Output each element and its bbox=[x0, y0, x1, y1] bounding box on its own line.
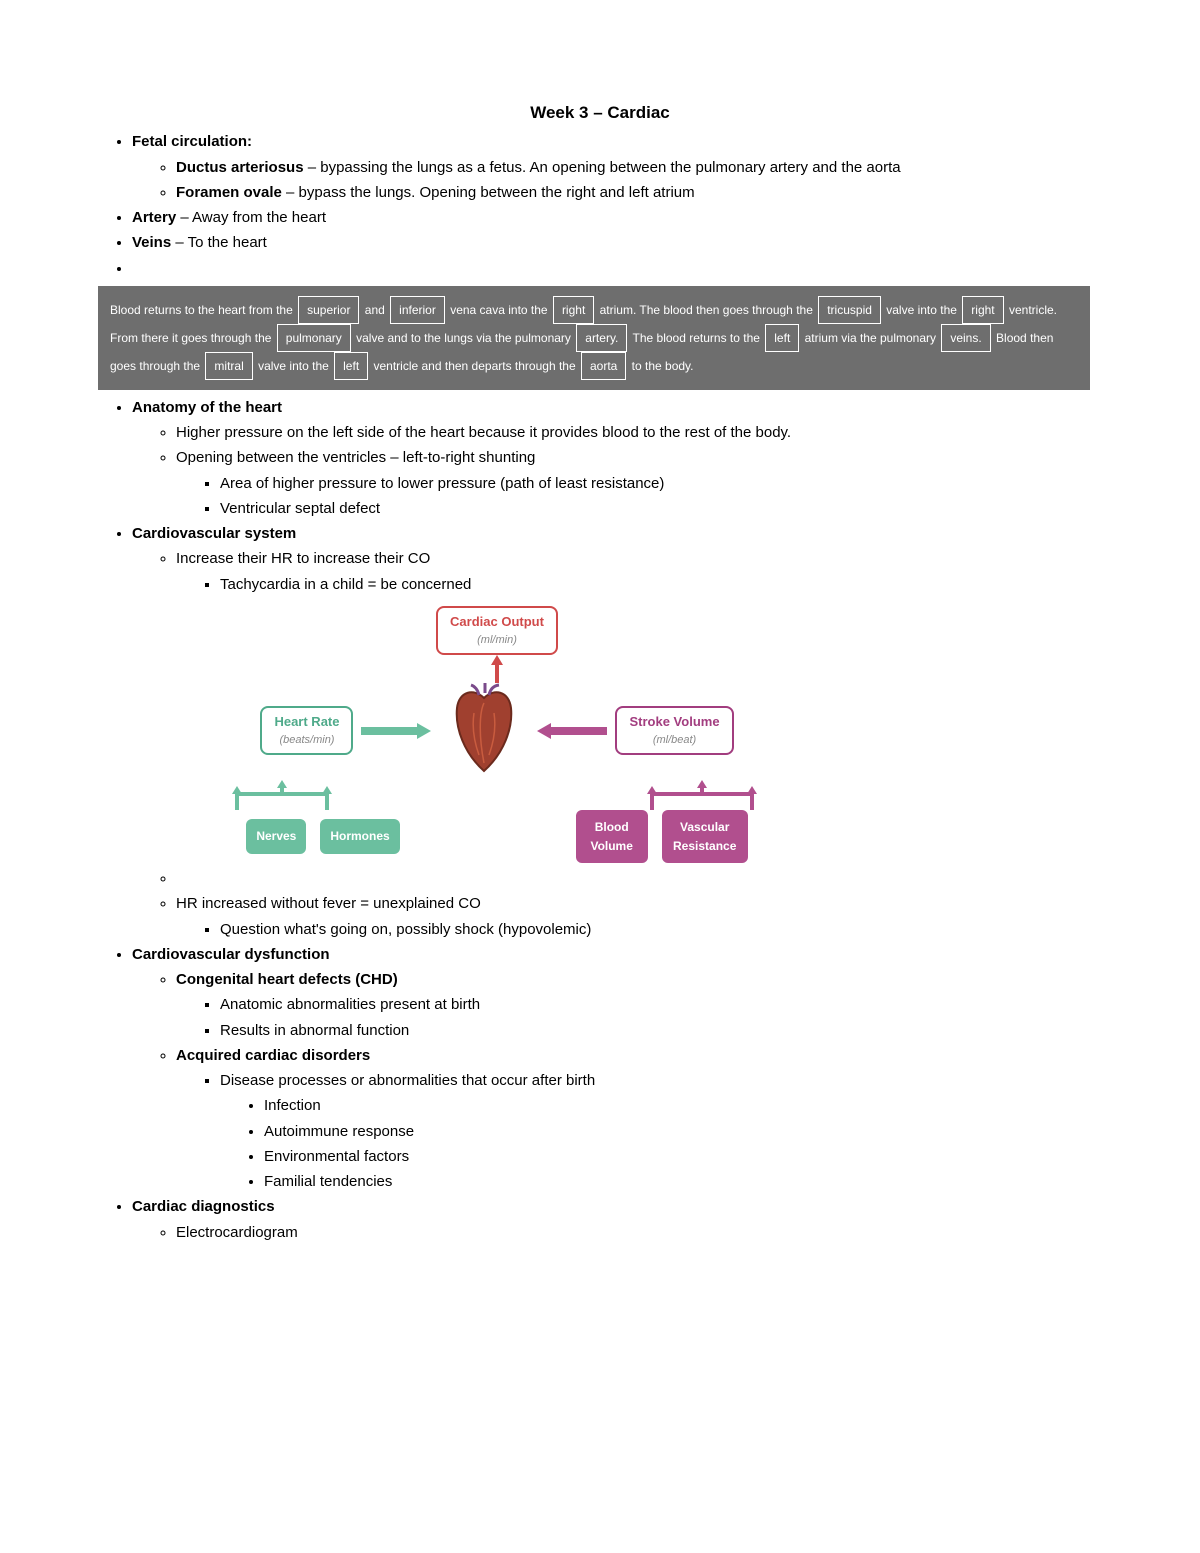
bullet-anatomy: Anatomy of the heart Higher pressure on … bbox=[132, 396, 1090, 520]
node-nerves: Nerves bbox=[246, 819, 306, 854]
fill-left-ventricle: left bbox=[334, 352, 368, 380]
node-hormones: Hormones bbox=[320, 819, 399, 854]
cvsys-1: Increase their HR to increase their CO T… bbox=[176, 547, 1090, 596]
anatomy-2: Opening between the ventricles – left-to… bbox=[176, 446, 1090, 520]
bullet-artery: Artery – Away from the heart bbox=[132, 206, 1090, 229]
heart-icon bbox=[439, 683, 529, 778]
flow-text: valve into the bbox=[255, 359, 332, 373]
flow-text: ventricle and then departs through the bbox=[370, 359, 579, 373]
anatomy-2b: Ventricular septal defect bbox=[220, 497, 1090, 520]
hr-branch: Heart Rate (beats/min) bbox=[260, 706, 353, 755]
sv-branch: Stroke Volume (ml/beat) bbox=[615, 706, 733, 755]
chd-1: Anatomic abnormalities present at birth bbox=[220, 993, 1090, 1016]
flow-text: to the body. bbox=[628, 359, 693, 373]
node-label: Heart Rate bbox=[274, 714, 339, 729]
arrow-left-icon bbox=[537, 721, 607, 741]
node-sub: (beats/min) bbox=[274, 732, 339, 749]
node-label: Cardiac Output bbox=[450, 614, 544, 629]
term: Veins bbox=[132, 234, 171, 251]
fill-left-atrium: left bbox=[765, 324, 799, 352]
node-sub: (ml/min) bbox=[450, 632, 544, 649]
fill-right-atrium: right bbox=[553, 296, 594, 324]
term: Ductus arteriosus bbox=[176, 159, 304, 176]
cardiac-output-diagram: Cardiac Output (ml/min) Heart Rate (beat… bbox=[192, 606, 802, 863]
fill-artery: artery. bbox=[576, 324, 627, 352]
branch-icon bbox=[617, 780, 787, 810]
bullet-ductus: Ductus arteriosus – bypassing the lungs … bbox=[176, 156, 1090, 179]
label: Congenital heart defects (CHD) bbox=[176, 971, 398, 988]
bullet-empty bbox=[132, 257, 1090, 280]
page-title: Week 3 – Cardiac bbox=[110, 100, 1090, 126]
node-label: Stroke Volume bbox=[629, 714, 719, 729]
text: Disease processes or abnormalities that … bbox=[220, 1072, 595, 1089]
flow-text: valve and to the lungs via the pulmonary bbox=[353, 331, 574, 345]
acq-1b: Autoimmune response bbox=[264, 1120, 1090, 1143]
text: Opening between the ventricles – left-to… bbox=[176, 449, 535, 466]
bullet-cvdys: Cardiovascular dysfunction Congenital he… bbox=[132, 943, 1090, 1194]
text: Increase their HR to increase their CO bbox=[176, 550, 430, 567]
flow-text: and bbox=[361, 303, 388, 317]
cvsys-3a: Question what's going on, possibly shock… bbox=[220, 918, 1090, 941]
branch-icon bbox=[207, 780, 357, 810]
cvsys-3: HR increased without fever = unexplained… bbox=[176, 892, 1090, 941]
text: HR increased without fever = unexplained… bbox=[176, 895, 481, 912]
flow-text: valve into the bbox=[883, 303, 960, 317]
chd-2: Results in abnormal function bbox=[220, 1019, 1090, 1042]
outline-cont: Anatomy of the heart Higher pressure on … bbox=[110, 396, 1090, 1244]
term: Artery bbox=[132, 209, 176, 226]
acq-1a: Infection bbox=[264, 1094, 1090, 1117]
bullet-acq: Acquired cardiac disorders Disease proce… bbox=[176, 1044, 1090, 1194]
acq-1d: Familial tendencies bbox=[264, 1170, 1090, 1193]
term: Foramen ovale bbox=[176, 184, 282, 201]
def: – Away from the heart bbox=[176, 209, 326, 226]
cvsys-1a: Tachycardia in a child = be concerned bbox=[220, 573, 1090, 596]
fill-tricuspid: tricuspid bbox=[818, 296, 881, 324]
diag-1: Electrocardiogram bbox=[176, 1221, 1090, 1244]
fill-inferior: inferior bbox=[390, 296, 445, 324]
flow-text: vena cava into the bbox=[447, 303, 551, 317]
acq-1: Disease processes or abnormalities that … bbox=[220, 1069, 1090, 1193]
node-vascular-resistance: Vascular Resistance bbox=[662, 810, 748, 863]
node-heart-rate: Heart Rate (beats/min) bbox=[260, 706, 353, 755]
node-cardiac-output: Cardiac Output (ml/min) bbox=[436, 606, 558, 655]
bullet-veins: Veins – To the heart bbox=[132, 231, 1090, 254]
flow-text: Blood returns to the heart from the bbox=[110, 303, 296, 317]
def: – To the heart bbox=[171, 234, 267, 251]
acq-1c: Environmental factors bbox=[264, 1145, 1090, 1168]
fill-veins: veins. bbox=[941, 324, 990, 352]
blood-flow-box: Blood returns to the heart from the supe… bbox=[98, 286, 1090, 390]
arrow-right-icon bbox=[361, 721, 431, 741]
flow-text: atrium. The blood then goes through the bbox=[596, 303, 816, 317]
flow-text: atrium via the pulmonary bbox=[801, 331, 939, 345]
node-blood-volume: Blood Volume bbox=[576, 810, 648, 863]
node-sub: (ml/beat) bbox=[629, 732, 719, 749]
label: Acquired cardiac disorders bbox=[176, 1047, 370, 1064]
fill-mitral: mitral bbox=[205, 352, 252, 380]
bullet-foramen: Foramen ovale – bypass the lungs. Openin… bbox=[176, 181, 1090, 204]
label: Cardiovascular system bbox=[132, 525, 296, 542]
node-stroke-volume: Stroke Volume (ml/beat) bbox=[615, 706, 733, 755]
label: Fetal circulation: bbox=[132, 133, 252, 150]
cvsys-diagram-bullet bbox=[176, 867, 1090, 890]
arrow-up-icon bbox=[487, 655, 507, 683]
def: – bypass the lungs. Opening between the … bbox=[282, 184, 695, 201]
label: Cardiovascular dysfunction bbox=[132, 946, 330, 963]
fill-aorta: aorta bbox=[581, 352, 626, 380]
label: Anatomy of the heart bbox=[132, 399, 282, 416]
bullet-cvsys: Cardiovascular system Increase their HR … bbox=[132, 522, 1090, 941]
fill-right-ventricle: right bbox=[962, 296, 1003, 324]
outline-root: Fetal circulation: Ductus arteriosus – b… bbox=[110, 130, 1090, 280]
bullet-chd: Congenital heart defects (CHD) Anatomic … bbox=[176, 968, 1090, 1042]
flow-text: The blood returns to the bbox=[629, 331, 763, 345]
bullet-diag: Cardiac diagnostics Electrocardiogram bbox=[132, 1195, 1090, 1244]
anatomy-2a: Area of higher pressure to lower pressur… bbox=[220, 472, 1090, 495]
anatomy-1: Higher pressure on the left side of the … bbox=[176, 421, 1090, 444]
bullet-fetal: Fetal circulation: Ductus arteriosus – b… bbox=[132, 130, 1090, 204]
label: Cardiac diagnostics bbox=[132, 1198, 275, 1215]
fill-superior: superior bbox=[298, 296, 359, 324]
fill-pulmonary-valve: pulmonary bbox=[277, 324, 351, 352]
def: – bypassing the lungs as a fetus. An ope… bbox=[304, 159, 901, 176]
